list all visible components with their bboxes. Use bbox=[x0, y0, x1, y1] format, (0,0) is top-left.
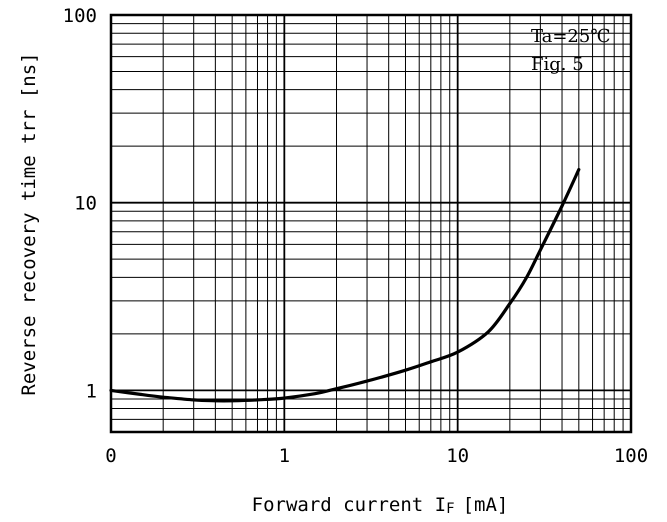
series-line bbox=[109, 168, 581, 403]
grid bbox=[111, 15, 631, 433]
x-tick-label: 1 bbox=[279, 445, 290, 467]
x-axis-label-unit: [mA] bbox=[463, 494, 509, 516]
y-tick-labels: 1 10 100 bbox=[63, 5, 97, 402]
x-tick-labels: 0 1 10 100 bbox=[105, 445, 648, 467]
annotation-fig: Fig. 5 bbox=[531, 54, 584, 75]
x-tick-label: 10 bbox=[446, 445, 469, 467]
x-tick-label: 100 bbox=[614, 445, 648, 467]
y-tick-label: 1 bbox=[86, 380, 97, 402]
y-tick-label: 10 bbox=[74, 193, 97, 215]
plot-frame bbox=[109, 13, 633, 434]
x-tick-label: 0 bbox=[105, 445, 116, 467]
x-axis-label: Forward current IF [mA] bbox=[252, 494, 509, 517]
y-axis-label: Reverse recovery time trr [ns] bbox=[18, 52, 40, 395]
y-tick-label: 100 bbox=[63, 5, 97, 27]
annotation-box: Ta=25℃ Fig. 5 bbox=[531, 26, 610, 75]
x-axis-label-text: Forward current I bbox=[252, 494, 446, 516]
annotation-ta: Ta=25℃ bbox=[531, 26, 610, 47]
series-layer bbox=[109, 168, 581, 403]
x-axis-label-subscript: F bbox=[446, 501, 454, 517]
